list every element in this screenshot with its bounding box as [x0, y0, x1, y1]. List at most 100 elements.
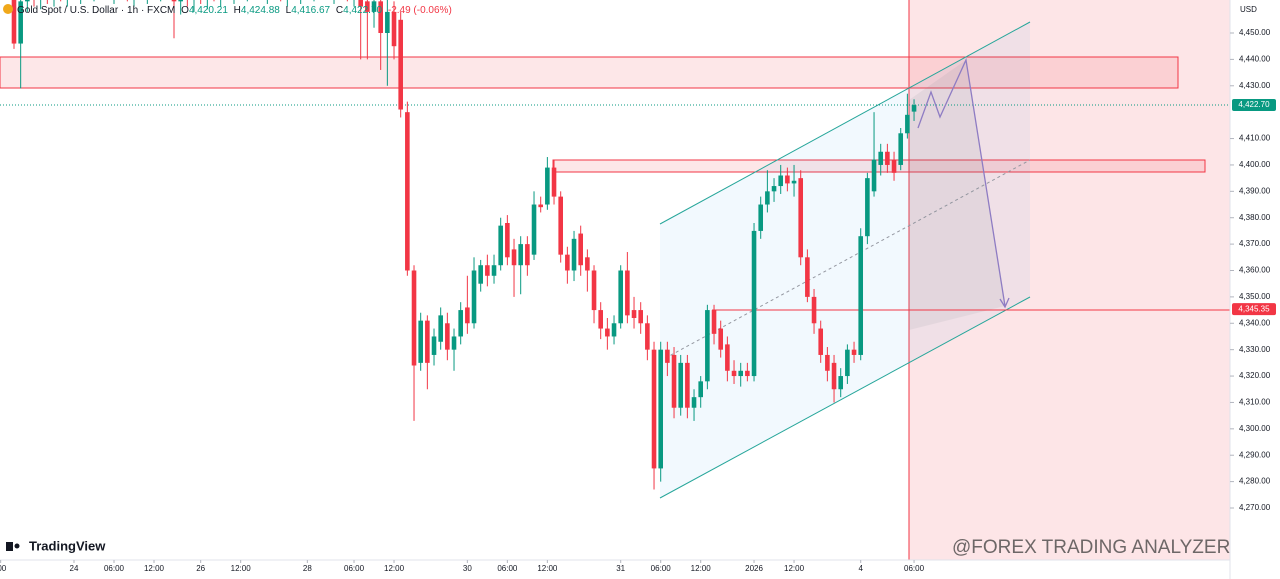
candle-body [378, 1, 383, 33]
candle-body [865, 178, 870, 237]
candle-body [398, 19, 403, 110]
candle-body [791, 180, 797, 184]
candle-body [778, 175, 784, 187]
candle-body [618, 270, 623, 324]
open-value: 4,420.21 [189, 5, 228, 16]
candle-body [838, 376, 844, 390]
candle-body [451, 336, 457, 350]
candle-body [431, 336, 437, 355]
candle-body [558, 196, 563, 255]
candle-body [485, 265, 490, 276]
y-tick-label: 4,310.00 [1239, 398, 1271, 407]
y-tick-label: 4,350.00 [1239, 292, 1271, 301]
candle-body [771, 186, 777, 192]
supply-zone [0, 56, 1179, 89]
candle-body [178, 0, 183, 2]
high-key: H [234, 5, 241, 16]
price-marker [1232, 99, 1276, 112]
candle-body [18, 1, 23, 44]
close-value: 4,422.70 [343, 5, 382, 16]
candle-body [638, 310, 643, 324]
candle-body [605, 328, 610, 337]
open-key: O [181, 5, 189, 16]
brand-logo: TradingView [6, 538, 106, 553]
x-tick-label: 12:00 [144, 564, 165, 573]
candle-body [171, 0, 177, 2]
y-tick-label: 4,280.00 [1239, 477, 1271, 486]
candle-body [798, 178, 804, 258]
candle-body [811, 296, 817, 324]
candle-body [551, 167, 557, 197]
y-tick-label: 4,300.00 [1239, 424, 1271, 433]
candle-body [471, 270, 477, 324]
candle-body [851, 349, 857, 355]
x-tick-label: 06:00 [104, 564, 125, 573]
candle-body [671, 354, 677, 408]
watermark: @FOREX TRADING ANALYZER [952, 537, 1230, 558]
drawings-back [0, 0, 1230, 560]
brand: TradingView [29, 538, 106, 553]
candle-body [25, 0, 30, 2]
y-tick-label: 4,440.00 [1239, 54, 1271, 63]
x-tick-label: 06:00 [497, 564, 518, 573]
x-tick-label: 12:00 [384, 564, 405, 573]
candle-body [385, 11, 390, 33]
price-marker-label: 4,422.70 [1238, 100, 1270, 109]
candle-body [545, 167, 550, 205]
x-tick-label: 30 [463, 564, 472, 573]
x-tick-label: 12:00 [537, 564, 558, 573]
candle-body [685, 362, 690, 408]
candle-body [825, 354, 830, 371]
candle-body [858, 236, 864, 355]
candle-body [751, 230, 757, 377]
candle-body [411, 270, 417, 366]
candle-body [758, 204, 764, 231]
channel-lower [659, 296, 1031, 499]
low-value: 4,416.67 [291, 5, 330, 16]
candle-body [631, 310, 637, 318]
change: -2.49 (-0.06%) [388, 5, 452, 16]
candle-body [725, 344, 730, 371]
candle-body [478, 265, 483, 284]
candle-body [591, 270, 597, 311]
candle-body [371, 1, 377, 12]
candle-body [911, 105, 917, 112]
candle-body [358, 0, 363, 7]
candle-body [705, 310, 710, 382]
candle-body [625, 270, 630, 316]
low-key: L [286, 5, 292, 16]
candle-body [565, 254, 570, 271]
candle-body [885, 151, 890, 165]
x-tick-label: 12:00 [231, 564, 252, 573]
candle-body [465, 307, 470, 324]
x-tick-label: 28 [303, 564, 312, 573]
projection-area [909, 60, 1005, 330]
candle-body [571, 238, 577, 271]
currency-label: USD [1240, 5, 1257, 14]
candle-body [491, 265, 497, 276]
candle-body [518, 244, 523, 266]
candle-body [891, 159, 897, 173]
candle-body [738, 370, 744, 377]
logo-mark [6, 542, 13, 551]
candle-body [425, 320, 430, 363]
x-tick-label: 12:00 [784, 564, 805, 573]
candle-body [598, 310, 603, 329]
logo-dot [14, 543, 20, 549]
candle-body [805, 257, 810, 297]
x-tick-label: 12:00 [691, 564, 712, 573]
drawings-front [917, 57, 1010, 309]
candle-body [511, 249, 517, 266]
y-tick-label: 4,270.00 [1239, 503, 1271, 512]
y-tick-label: 4,360.00 [1239, 266, 1271, 275]
candle-body [905, 114, 910, 134]
x-tick-label: 06:00 [904, 564, 925, 573]
candle-body [658, 349, 663, 469]
x-tick-label: 4 [858, 564, 863, 573]
x-tick-label: 2026 [745, 564, 763, 573]
symbol: Gold Spot / U.S. Dollar · 1h · FXCM [17, 5, 175, 16]
y-tick-label: 4,380.00 [1239, 213, 1271, 222]
candle-body [585, 257, 590, 271]
